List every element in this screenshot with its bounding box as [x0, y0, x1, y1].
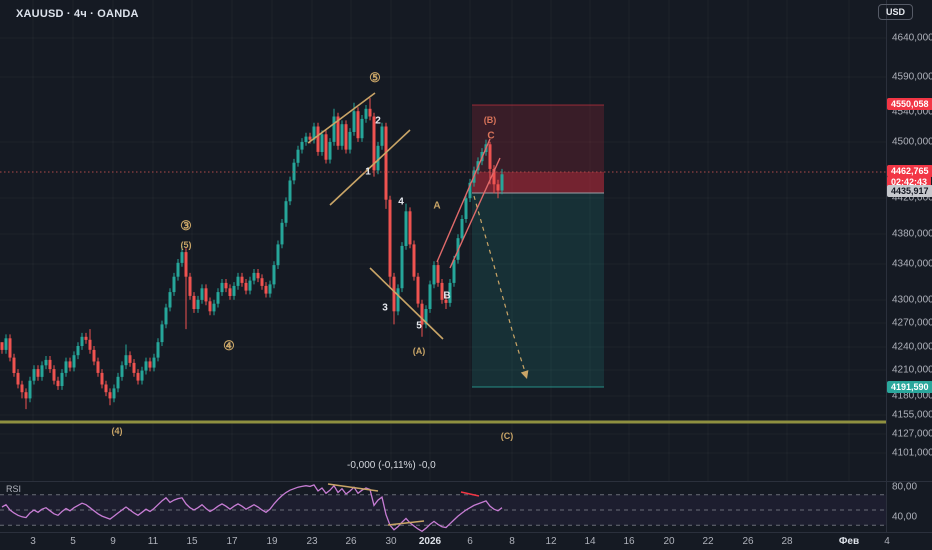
rsi-line	[1, 484, 503, 532]
short-position-tool[interactable]	[472, 104, 604, 388]
price-axis-label: 4540,000	[892, 106, 932, 118]
pane-separator[interactable]	[0, 481, 932, 482]
time-axis-label: Фев	[838, 536, 860, 547]
price-axis-label: 4180,000	[892, 390, 932, 402]
time-axis-label: 12	[545, 536, 557, 547]
grid	[0, 0, 886, 481]
time-axis-label: 23	[306, 536, 318, 547]
price-chart-canvas[interactable]	[0, 0, 886, 481]
time-axis-label: 6	[467, 536, 473, 547]
time-axis-label: 22	[702, 536, 714, 547]
price-axis-label: 4240,000	[892, 341, 932, 353]
price-axis-badge: 4462,765	[887, 165, 932, 177]
time-axis-label: 5	[70, 536, 76, 547]
time-axis-label: 17	[226, 536, 238, 547]
rsi-axis-label: 80,00	[892, 481, 918, 493]
price-axis-label: 4590,000	[892, 71, 932, 83]
price-axis-label: 4155,000	[892, 409, 932, 421]
time-axis-label: 2026	[418, 536, 442, 547]
price-axis-label: 4101,000	[892, 447, 932, 459]
candlestick-series	[0, 98, 504, 410]
price-axis-label: 4127,000	[892, 428, 932, 440]
forecast-arrowhead	[520, 370, 529, 379]
currency-toggle-button[interactable]: USD	[877, 4, 913, 20]
time-axis-label: 9	[110, 536, 116, 547]
price-axis-label: 4270,000	[892, 317, 932, 329]
time-axis-label: 30	[385, 536, 397, 547]
rsi-pane-canvas[interactable]	[0, 481, 886, 532]
price-axis-separator	[886, 0, 887, 532]
trendline-drawings[interactable]	[0, 92, 886, 424]
price-axis[interactable]: 4640,000 4590,000 4540,000 4500,000 4420,000…	[886, 0, 932, 532]
time-axis-label: 11	[147, 536, 159, 547]
rsi-axis-label: 40,00	[892, 511, 918, 523]
symbol-title[interactable]: XAUUSD · 4ч · OANDA	[16, 8, 139, 20]
time-axis-label: 15	[186, 536, 198, 547]
price-axis-label: 4380,000	[892, 228, 932, 240]
time-axis-label: 19	[266, 536, 278, 547]
time-axis-label: 3	[30, 536, 36, 547]
time-axis-label: 26	[345, 536, 357, 547]
price-axis-label: 4210,000	[892, 364, 932, 376]
price-axis-label: 4500,000	[892, 136, 932, 148]
rsi-trendline[interactable]	[387, 520, 425, 526]
price-axis-badge: 4191,590	[887, 381, 932, 393]
time-axis[interactable]: 3 5 9 11 15 17 19 23 26 30 2026 6 8 12 14 16 20 22 26 28 Фев…	[0, 532, 932, 550]
time-axis-label: 4	[884, 536, 890, 547]
time-axis-label: 20	[663, 536, 675, 547]
time-axis-label: 16	[623, 536, 635, 547]
price-axis-label: 4340,000	[892, 258, 932, 270]
rsi-trendline[interactable]	[327, 483, 379, 492]
indicator-status-line: -0,000 (-0,11%) -0,0	[347, 460, 436, 471]
price-axis-label: 4300,000	[892, 294, 932, 306]
time-axis-label: 8	[509, 536, 515, 547]
price-axis-badge: 4435,917	[887, 185, 932, 197]
time-axis-label: 14	[584, 536, 596, 547]
price-axis-label: 4420,000	[892, 192, 932, 204]
time-axis-separator	[0, 532, 932, 533]
price-axis-badge: 4550,058	[887, 98, 932, 110]
forecast-arrow	[473, 195, 528, 379]
time-axis-label: 26	[742, 536, 754, 547]
price-axis-label: 4640,000	[892, 32, 932, 44]
rsi-indicator-label[interactable]: RSI	[6, 484, 22, 494]
rsi-red-segment[interactable]	[460, 491, 480, 497]
time-axis-label: 28	[781, 536, 793, 547]
